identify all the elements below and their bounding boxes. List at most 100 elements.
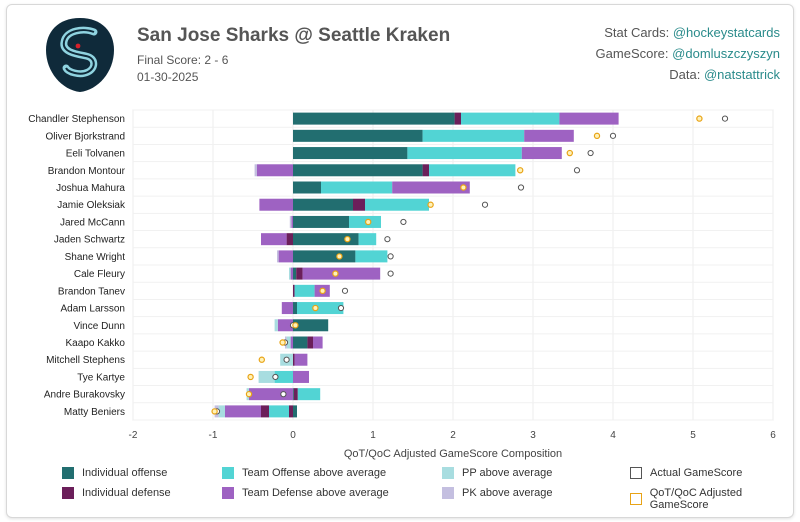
bar-segment-individual-offense — [293, 302, 297, 315]
bar-segment-team-defense-above-average — [294, 353, 308, 366]
bar-segment-team-defense-above-average — [225, 405, 261, 418]
bar-segment-pp-above-average — [289, 267, 291, 280]
player-label: Andre Burakovsky — [44, 390, 125, 401]
x-tick-label: 3 — [530, 430, 536, 441]
player-label: Tye Kartye — [77, 372, 125, 383]
adjusted-gamescore-marker — [312, 304, 319, 312]
player-label: Cale Fleury — [74, 269, 125, 280]
legend-swatch — [630, 467, 642, 479]
bar-segment-individual-defense — [289, 405, 293, 418]
x-tick-label: 0 — [290, 430, 296, 441]
legend-item-team-offense: Team Offense above average — [222, 467, 386, 479]
legend-item-pk: PK above average — [442, 487, 553, 499]
x-tick-label: 2 — [450, 430, 456, 441]
bar-segment-individual-defense — [261, 405, 269, 418]
bar-segment-pp-above-average — [258, 370, 275, 383]
player-label: Joshua Mahura — [56, 183, 125, 194]
bar-segment-individual-defense — [293, 284, 295, 297]
bar-segment-team-offense-above-average — [294, 284, 315, 297]
adjusted-gamescore-marker — [365, 218, 372, 226]
actual-gamescore-marker — [517, 184, 525, 191]
actual-gamescore-marker — [337, 304, 345, 312]
bar-segment-pp-above-average — [218, 405, 225, 418]
legend-item-individual-offense: Individual offense — [62, 467, 167, 479]
game-date: 01-30-2025 — [137, 70, 199, 84]
bar-segment-team-defense-above-average — [293, 370, 309, 383]
bar-segment-individual-offense — [293, 267, 297, 280]
x-tick-label: -2 — [129, 430, 138, 441]
kraken-logo-icon — [46, 18, 114, 92]
actual-gamescore-marker — [387, 270, 394, 277]
legend-swatch — [630, 493, 642, 505]
legend-label: PK above average — [462, 487, 553, 499]
legend-swatch — [62, 467, 74, 479]
adjusted-gamescore-marker — [344, 235, 351, 243]
credit-gamescore: GameScore: @domluszczyszyn — [595, 46, 780, 61]
legend-item-adjusted-marker: QoT/QoC Adjusted GameScore — [630, 487, 800, 511]
legend-swatch — [442, 467, 454, 479]
bar-segment-team-offense-above-average — [269, 405, 289, 418]
bar-segment-team-offense-above-average — [274, 370, 293, 383]
bar-segment-team-offense-above-average — [355, 250, 388, 263]
player-label: Shane Wright — [65, 252, 126, 263]
bar-segment-team-defense-above-average — [524, 129, 574, 142]
actual-gamescore-marker — [481, 201, 489, 208]
bar-segment-team-defense-above-average — [249, 388, 293, 401]
player-label: Chandler Stephenson — [28, 114, 125, 125]
bar-segment-team-offense-above-average — [365, 198, 429, 211]
bar-segment-individual-offense — [293, 233, 359, 246]
player-label: Jamie Oleksiak — [57, 200, 126, 211]
bar-segment-team-defense-above-average — [259, 198, 293, 211]
bar-segment-pp-above-average — [274, 319, 278, 332]
adjusted-gamescore-marker — [247, 373, 254, 381]
bar-segment-individual-offense — [293, 198, 353, 211]
gamescore-handle[interactable]: @domluszczyszyn — [672, 46, 780, 61]
adjusted-gamescore-marker — [460, 184, 467, 191]
bar-segment-team-defense-above-average — [313, 336, 323, 349]
player-label: Vince Dunn — [73, 321, 125, 332]
credit-stat-cards: Stat Cards: @hockeystatcards — [604, 25, 780, 40]
player-label: Matty Beniers — [64, 407, 125, 418]
bar-segment-individual-defense — [296, 267, 303, 280]
x-tick-label: 5 — [690, 430, 696, 441]
bar-segment-individual-defense — [286, 233, 293, 246]
chart-card — [6, 4, 794, 518]
legend-label: Team Offense above average — [242, 467, 387, 479]
adjusted-gamescore-marker — [332, 270, 339, 277]
legend-label: Team Defense above average — [242, 487, 389, 499]
bar-segment-team-offense-above-average — [297, 302, 344, 315]
actual-gamescore-marker — [721, 115, 729, 122]
bar-segment-team-defense-above-average — [521, 147, 562, 160]
bar-segment-individual-defense — [307, 336, 313, 349]
final-score: Final Score: 2 - 6 — [137, 53, 229, 67]
adjusted-gamescore-marker — [593, 132, 601, 140]
legend-swatch — [442, 487, 454, 499]
bar-segment-pk-above-average — [277, 250, 279, 263]
bar-segment-team-defense-above-average — [392, 181, 470, 194]
credit-data: Data: @natstattrick — [669, 67, 780, 82]
bar-segment-team-offense-above-average — [429, 164, 516, 177]
bar-segment-team-defense-above-average — [261, 233, 287, 246]
legend-swatch — [222, 487, 234, 499]
bar-segment-team-offense-above-average — [422, 129, 525, 142]
stat-cards-handle[interactable]: @hockeystatcards — [672, 25, 780, 40]
bar-segment-individual-defense — [293, 353, 295, 366]
adjusted-gamescore-marker — [336, 253, 343, 260]
bar-segment-individual-offense — [293, 147, 408, 160]
bar-segment-pp-above-average — [286, 336, 291, 349]
legend-label: Individual defense — [82, 487, 171, 499]
actual-gamescore-marker — [341, 287, 349, 294]
bar-segment-pk-above-average — [289, 215, 292, 228]
actual-gamescore-marker — [573, 167, 581, 174]
actual-gamescore-marker — [283, 356, 290, 363]
bar-segment-team-defense-above-average — [559, 112, 619, 125]
gamescore-chart: -2 -1 0 1 2 3 4 5 6 QoT/QoC Adjusted GameScore Co… — [28, 109, 776, 460]
player-label: Mitchell Stephens — [46, 355, 125, 366]
bar-segment-team-offense-above-average — [461, 112, 560, 125]
data-handle[interactable]: @natstattrick — [703, 67, 780, 82]
legend-label: Individual offense — [82, 467, 168, 479]
player-label: Brandon Tanev — [58, 286, 125, 297]
bar-segment-individual-offense — [293, 319, 329, 332]
x-tick-label: 4 — [610, 430, 616, 441]
adjusted-gamescore-marker — [319, 287, 326, 295]
